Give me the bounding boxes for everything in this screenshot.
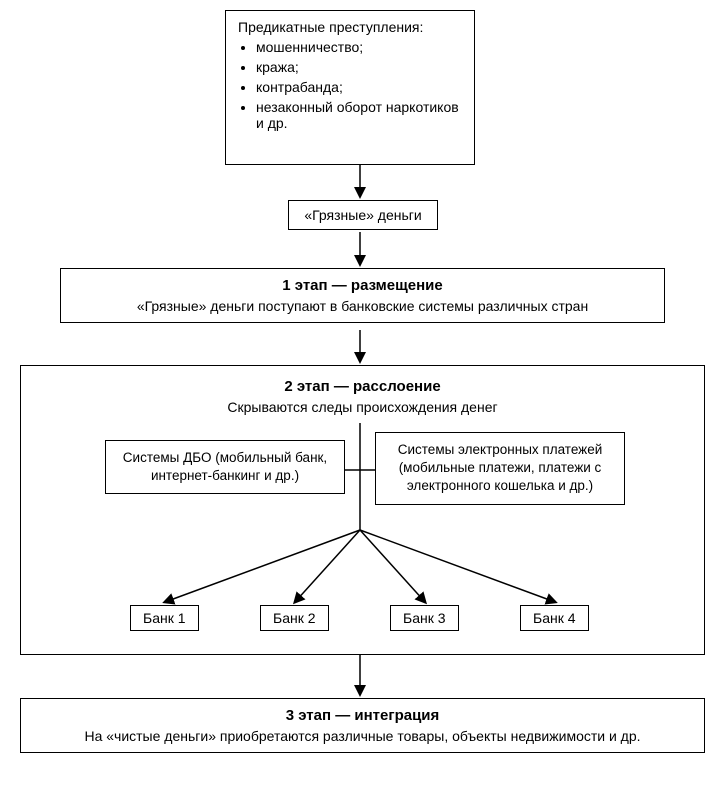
node-stage-1: 1 этап — размещение «Грязные» деньги пос… bbox=[60, 268, 665, 323]
node-dirty-money: «Грязные» деньги bbox=[288, 200, 438, 230]
node-stage-2: 2 этап — расслоение Скрываются следы про… bbox=[20, 365, 705, 655]
flowchart-container: Предикатные преступления: мошенничество;… bbox=[10, 10, 713, 797]
stage3-title: 3 этап — интеграция bbox=[33, 707, 692, 724]
predicate-list: мошенничество; кража; контрабанда; незак… bbox=[238, 39, 462, 131]
node-bank-3: Банк 3 bbox=[390, 605, 459, 631]
stage2-title: 2 этап — расслоение bbox=[33, 378, 692, 395]
node-dbo-systems: Системы ДБО (мобильный банк, интернет-ба… bbox=[105, 440, 345, 494]
dbo-text: Системы ДБО (мобильный банк, интернет-ба… bbox=[123, 450, 327, 483]
bank-label: Банк 1 bbox=[143, 610, 186, 626]
node-epay-systems: Системы электронных платежей (мобильные … bbox=[375, 432, 625, 505]
predicate-item: незаконный оборот наркотиков и др. bbox=[256, 99, 462, 131]
predicate-item: контрабанда; bbox=[256, 79, 462, 95]
bank-label: Банк 3 bbox=[403, 610, 446, 626]
bank-label: Банк 4 bbox=[533, 610, 576, 626]
node-stage-3: 3 этап — интеграция На «чистые деньги» п… bbox=[20, 698, 705, 753]
node-bank-4: Банк 4 bbox=[520, 605, 589, 631]
node-bank-2: Банк 2 bbox=[260, 605, 329, 631]
bank-label: Банк 2 bbox=[273, 610, 316, 626]
epay-text: Системы электронных платежей (мобильные … bbox=[398, 442, 603, 493]
stage1-title: 1 этап — размещение bbox=[73, 277, 652, 294]
stage3-subtitle: На «чистые деньги» приобретаются различн… bbox=[33, 728, 692, 744]
predicate-item: кража; bbox=[256, 59, 462, 75]
stage1-subtitle: «Грязные» деньги поступают в банковские … bbox=[73, 298, 652, 314]
stage2-subtitle: Скрываются следы происхождения денег bbox=[33, 399, 692, 415]
node-predicate-crimes: Предикатные преступления: мошенничество;… bbox=[225, 10, 475, 165]
node-bank-1: Банк 1 bbox=[130, 605, 199, 631]
predicate-item: мошенничество; bbox=[256, 39, 462, 55]
dirty-money-label: «Грязные» деньги bbox=[304, 207, 421, 223]
predicate-title: Предикатные преступления: bbox=[238, 19, 462, 35]
